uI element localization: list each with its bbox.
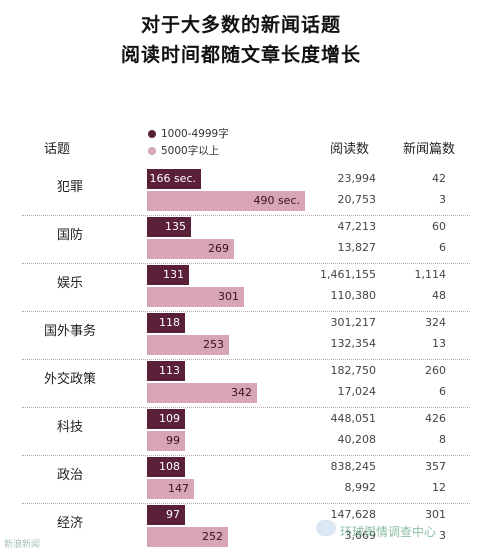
wechat-icon	[316, 520, 336, 536]
reads-short: 301,217	[330, 316, 377, 329]
chart-row: 娱乐 131 301 1,461,155 110,380 1,114 48	[0, 262, 482, 312]
reads-long: 132,354	[330, 337, 377, 350]
bar-long-articles: 269	[147, 239, 234, 259]
bar-long-articles: 99	[147, 431, 185, 451]
bar-short-articles: 109	[147, 409, 185, 429]
bar-short-articles: 135	[147, 217, 191, 237]
bar-long-articles: 301	[147, 287, 244, 307]
legend-swatch-short	[148, 130, 156, 138]
row-divider	[22, 215, 470, 216]
reads-long: 110,380	[330, 289, 377, 302]
reads-long: 13,827	[337, 241, 377, 254]
row-divider	[22, 455, 470, 456]
reads-short: 23,994	[337, 172, 377, 185]
legend-item-short: 1000-4999字	[148, 126, 229, 141]
count-long: 6	[439, 241, 446, 254]
watermark-left: 新浪新闻	[4, 540, 41, 550]
bar-long-articles: 147	[147, 479, 194, 499]
chart-title-line2: 阅读时间都随文章长度增长	[120, 44, 361, 66]
chart-title-line1: 对于大多数的新闻话题	[140, 14, 341, 36]
bar-short-articles: 131	[147, 265, 189, 285]
header-reads: 阅读数	[330, 142, 370, 157]
reads-long: 20,753	[337, 193, 377, 206]
chart-row: 经济 97 252 147,628 3,669 301 3	[0, 502, 482, 552]
chart-row: 国外事务 118 253 301,217 132,354 324 13	[0, 310, 482, 360]
legend-label-long: 5000字以上	[161, 145, 220, 157]
chart-row: 外交政策 113 342 182,750 17,024 260 6	[0, 358, 482, 408]
count-long: 12	[432, 481, 446, 494]
bar-short-articles: 113	[147, 361, 185, 381]
count-short: 260	[425, 364, 446, 377]
reads-short: 448,051	[330, 412, 377, 425]
topic-label: 政治	[56, 468, 83, 483]
chart-rows: 犯罪 166 sec. 490 sec. 23,994 20,753 42 3 国防 135 26…	[0, 166, 482, 552]
topic-label: 科技	[56, 420, 83, 435]
reads-short: 1,461,155	[320, 268, 376, 281]
legend-item-long: 5000字以上	[148, 143, 219, 158]
legend-label-short: 1000-4999字	[161, 128, 229, 140]
row-divider	[22, 311, 470, 312]
topic-label: 国防	[56, 228, 83, 243]
topic-label: 娱乐	[56, 276, 83, 291]
count-long: 8	[439, 433, 446, 446]
chart-row: 犯罪 166 sec. 490 sec. 23,994 20,753 42 3	[0, 166, 482, 216]
row-divider	[22, 503, 470, 504]
count-short: 60	[432, 220, 446, 233]
count-short: 1,114	[414, 268, 447, 281]
topic-label: 国外事务	[43, 324, 96, 339]
header-article-count: 新闻篇数	[403, 142, 456, 157]
row-divider	[22, 263, 470, 264]
reads-long: 17,024	[337, 385, 377, 398]
topic-label: 经济	[56, 516, 83, 531]
count-long: 3	[439, 193, 446, 206]
bar-short-articles: 108	[147, 457, 185, 477]
reads-short: 838,245	[330, 460, 377, 473]
chart-row: 科技 109 99 448,051 40,208 426 8	[0, 406, 482, 456]
chart-row: 国防 135 269 47,213 13,827 60 6	[0, 214, 482, 264]
count-short: 426	[425, 412, 446, 425]
count-short: 301	[425, 508, 446, 521]
row-divider	[22, 359, 470, 360]
bar-long-articles: 490 sec.	[147, 191, 305, 211]
topic-label: 犯罪	[56, 180, 83, 195]
chart-row: 政治 108 147 838,245 8,992 357 12	[0, 454, 482, 504]
reads-long: 40,208	[337, 433, 377, 446]
reads-short: 182,750	[330, 364, 377, 377]
count-short: 324	[425, 316, 446, 329]
bar-long-articles: 252	[147, 527, 228, 547]
count-long: 3	[439, 529, 446, 542]
count-short: 42	[432, 172, 446, 185]
bar-long-articles: 342	[147, 383, 257, 403]
bar-short-articles: 97	[147, 505, 185, 525]
count-short: 357	[425, 460, 446, 473]
topic-label: 外交政策	[43, 372, 96, 387]
reads-long: 3,669	[344, 529, 377, 542]
reads-short: 47,213	[337, 220, 377, 233]
legend-swatch-long	[148, 147, 156, 155]
count-long: 48	[432, 289, 446, 302]
count-long: 13	[432, 337, 446, 350]
reads-short: 147,628	[330, 508, 377, 521]
bar-short-articles: 166 sec.	[147, 169, 201, 189]
bar-short-articles: 118	[147, 313, 185, 333]
header-topic: 话题	[44, 142, 71, 157]
bar-long-articles: 253	[147, 335, 229, 355]
reads-long: 8,992	[344, 481, 377, 494]
watermark-right: 环球舆情调查中心	[340, 525, 437, 539]
row-divider	[22, 407, 470, 408]
count-long: 6	[439, 385, 446, 398]
